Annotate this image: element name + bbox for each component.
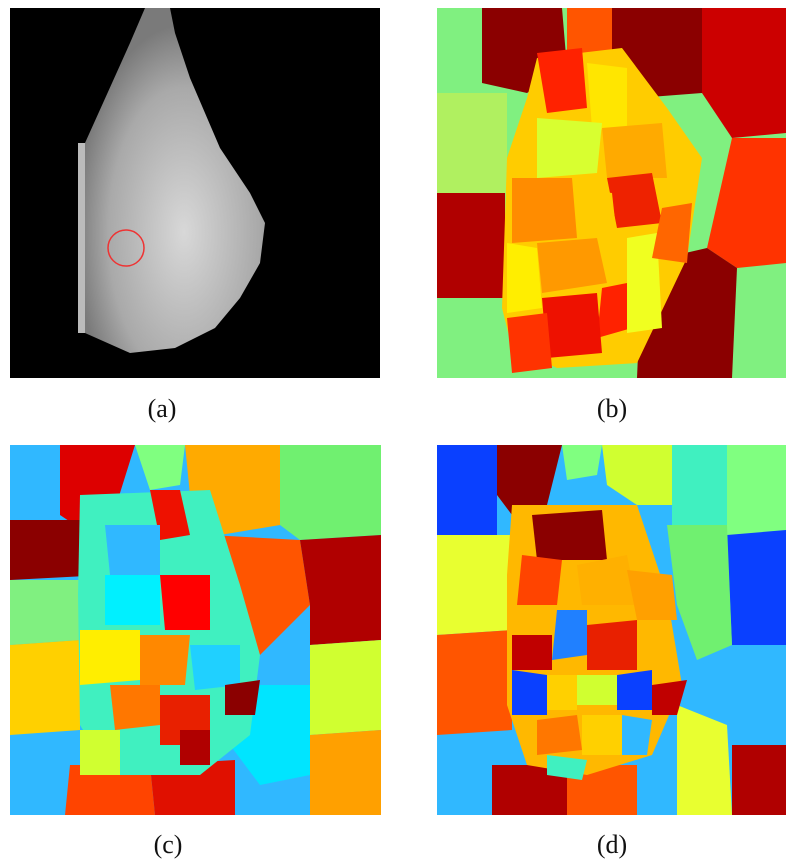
panel-d-image [437,445,786,815]
panel-c-image [10,445,381,815]
panel-label: (c) [154,830,183,859]
panel-label: (d) [597,830,627,859]
panel-label: (a) [148,394,177,423]
panel-b-image [437,8,786,378]
figure: (a) (b) (c) (d) [0,0,796,863]
page: (a) (b) (c) (d) (() => { const data = JS… [0,0,796,863]
panel-label: (b) [597,394,627,423]
panel-a-image [10,8,380,378]
